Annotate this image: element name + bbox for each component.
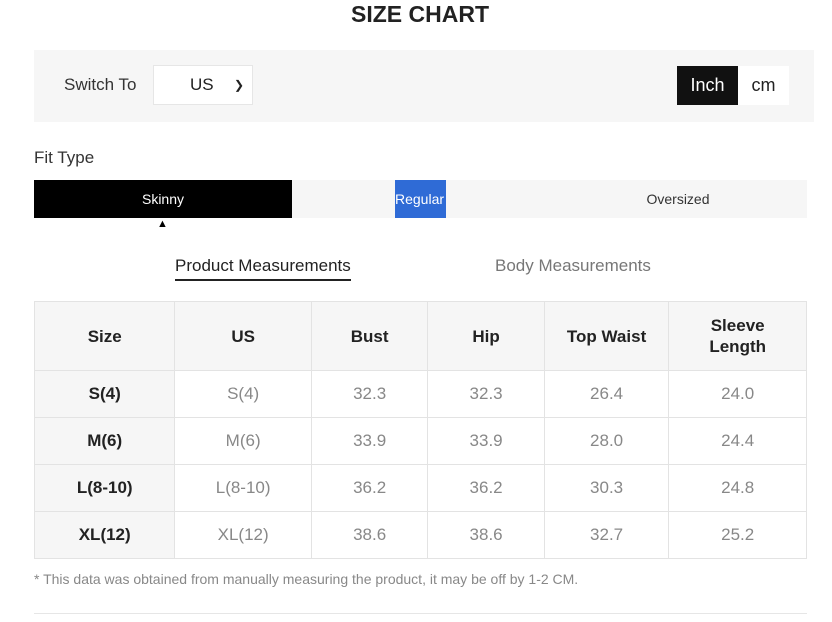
tab-body-measurements[interactable]: Body Measurements <box>495 256 651 275</box>
header-us: US <box>174 301 312 371</box>
unit-inch-button[interactable]: Inch <box>677 66 738 105</box>
value-cell: XL(12) <box>174 511 312 559</box>
header-top-waist: Top Waist <box>543 301 670 371</box>
switch-bar: Switch To US ❯ Inch cm <box>34 50 814 122</box>
table-header: Size US Bust Hip Top Waist Sleeve Length <box>33 301 807 371</box>
size-table: Size US Bust Hip Top Waist Sleeve Length… <box>33 301 807 559</box>
value-cell: 24.4 <box>668 417 807 465</box>
value-cell: 36.2 <box>310 464 429 512</box>
value-cell: S(4) <box>174 370 312 418</box>
unit-toggle: Inch cm <box>677 66 789 105</box>
fit-oversized[interactable]: Oversized <box>646 191 710 207</box>
measurement-note: * This data was obtained from manually m… <box>34 571 579 587</box>
selected-indicator-icon: ▲ <box>157 218 168 230</box>
value-cell: M(6) <box>174 417 312 465</box>
size-cell: M(6) <box>33 417 176 465</box>
table-row: L(8-10) L(8-10) 36.2 36.2 30.3 24.8 <box>33 464 807 512</box>
table-row: XL(12) XL(12) 38.6 38.6 32.7 25.2 <box>33 511 807 559</box>
header-hip: Hip <box>427 301 545 371</box>
value-cell: 33.9 <box>427 417 545 465</box>
value-cell: 36.2 <box>427 464 545 512</box>
value-cell: 38.6 <box>310 511 429 559</box>
value-cell: 33.9 <box>310 417 429 465</box>
value-cell: 28.0 <box>543 417 670 465</box>
switch-to-label: Switch To <box>64 75 137 94</box>
value-cell: 32.3 <box>310 370 429 418</box>
value-cell: L(8-10) <box>174 464 312 512</box>
fit-type-tabs: Skinny Regular Oversized <box>34 180 807 218</box>
region-value: US <box>190 75 214 94</box>
fit-regular-label: Regular <box>395 180 446 218</box>
tab-product-measurements[interactable]: Product Measurements <box>175 256 351 281</box>
value-cell: 30.3 <box>543 464 670 512</box>
value-cell: 32.7 <box>543 511 670 559</box>
size-cell: S(4) <box>33 370 176 418</box>
page-title: SIZE CHART <box>351 1 489 27</box>
chevron-down-icon: ❯ <box>233 78 244 92</box>
value-cell: 24.8 <box>668 464 807 512</box>
size-cell: XL(12) <box>33 511 176 559</box>
value-cell: 32.3 <box>427 370 545 418</box>
fit-type-label: Fit Type <box>34 148 95 167</box>
table-row: M(6) M(6) 33.9 33.9 28.0 24.4 <box>33 417 807 465</box>
header-bust: Bust <box>310 301 429 371</box>
unit-cm-button[interactable]: cm <box>738 66 789 105</box>
size-cell: L(8-10) <box>33 464 176 512</box>
fit-skinny[interactable]: Skinny <box>34 180 292 218</box>
region-select[interactable]: US ❯ <box>153 65 253 105</box>
divider <box>34 613 807 614</box>
header-size: Size <box>33 301 176 371</box>
table-row: S(4) S(4) 32.3 32.3 26.4 24.0 <box>33 370 807 418</box>
header-sleeve-length: Sleeve Length <box>668 301 807 371</box>
value-cell: 25.2 <box>668 511 807 559</box>
value-cell: 24.0 <box>668 370 807 418</box>
value-cell: 38.6 <box>427 511 545 559</box>
value-cell: 26.4 <box>543 370 670 418</box>
fit-regular[interactable]: Regular <box>292 180 549 218</box>
